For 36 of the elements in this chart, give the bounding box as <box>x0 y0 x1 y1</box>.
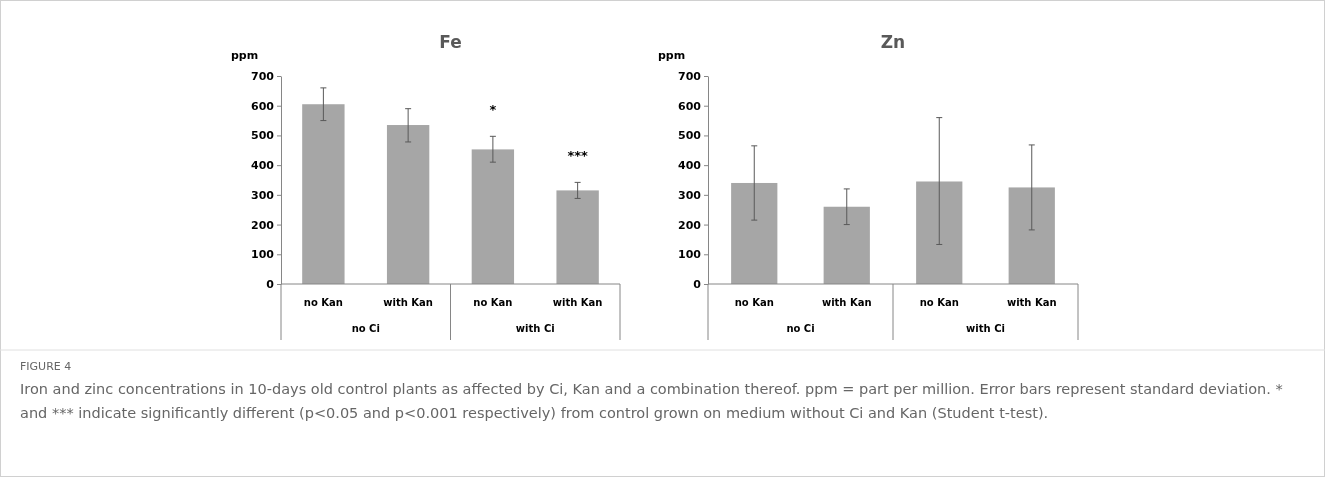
text: with Ci <box>515 323 555 334</box>
y-tick-label: 400 <box>678 159 702 173</box>
x-tick-label: with Kan <box>1006 297 1057 308</box>
chart-title: Zn <box>880 32 906 52</box>
x-tick-label: with Kan <box>821 297 872 308</box>
data-label: *** <box>567 148 589 164</box>
y-axis-title: ppm <box>231 49 259 62</box>
text: Iron and zinc concentrations in 10-days old control plants as affected by Ci, Kan and a combination thereof. ppm = part per million. Error bars represent standard deviation. * and *** indicate significantly different (p<0.05 and p<0.001 respectively) from control grown on medium without Ci and Kan (Student t-test). <box>20 381 1283 421</box>
chart-title: Fe <box>439 32 462 52</box>
y-tick-label: 200 <box>251 218 275 232</box>
x-tick-label: no Kan <box>919 297 959 308</box>
y-tick-label: 200 <box>678 218 702 232</box>
y-tick-label: 300 <box>251 188 275 202</box>
text: no Ci <box>351 323 380 334</box>
y-tick-label: 0 <box>693 278 702 292</box>
text: FIGURE 4 <box>20 360 72 373</box>
x-tick-label: with Kan <box>552 297 603 308</box>
y-tick-label: 600 <box>251 99 275 113</box>
y-tick-label: 500 <box>678 129 702 143</box>
y-tick-label: 100 <box>678 248 702 262</box>
y-tick-label: 700 <box>251 70 275 84</box>
x-tick-label: with Kan <box>383 297 433 308</box>
y-tick-label: 100 <box>251 248 275 262</box>
y-tick-label: 500 <box>251 129 275 143</box>
text: no Ci <box>786 323 815 334</box>
y-tick-label: 0 <box>266 278 275 292</box>
text: with Ci <box>966 323 1005 334</box>
data-label: * <box>489 102 497 118</box>
x-tick-label: no Kan <box>473 297 513 308</box>
y-tick-label: 300 <box>678 188 702 202</box>
x-tick-label: no Kan <box>303 297 343 308</box>
y-axis-title: ppm <box>658 49 686 62</box>
x-tick-label: no Kan <box>734 297 774 308</box>
y-tick-label: 400 <box>251 159 275 173</box>
y-tick-label: 600 <box>678 99 702 113</box>
y-tick-label: 700 <box>678 70 702 84</box>
